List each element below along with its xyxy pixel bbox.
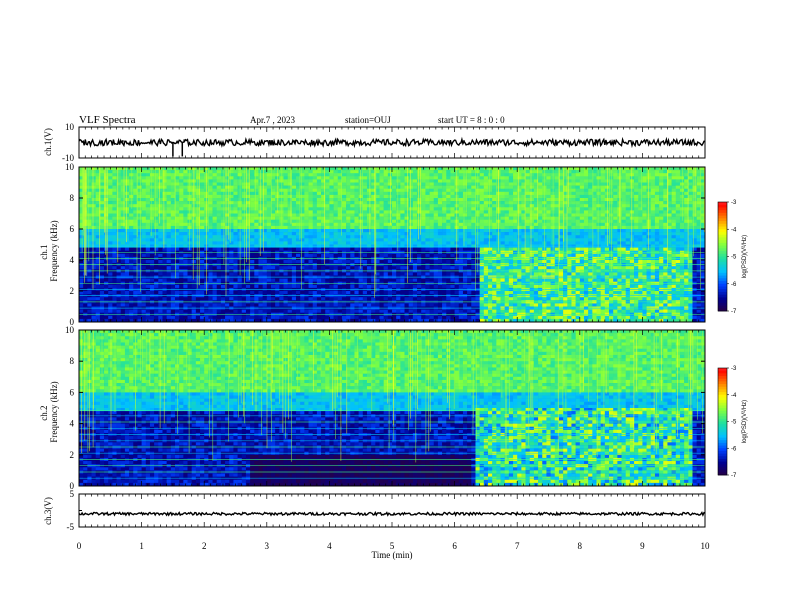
ch1-colorbar-tick--7: -7 [731,309,737,315]
ch3-waveform-panel: ch.3(V) 5 -5 [43,489,706,532]
ch1-spec-ytick-4: 4 [70,255,75,265]
ch1-waveform-ylabel: ch.1(V) [43,128,53,156]
ch2-spec-ylabel-freq: Frequency (kHz) [49,381,59,442]
ch1-spectrogram-panel: 0 2 4 6 8 10 ch.1 Frequency (kHz) -3 -4 -5 -6 -7 l… [39,162,748,327]
ch2-spectrogram-panel: 0 2 4 6 8 10 ch.2 Frequency (kHz) -3 -4 -5 -6 -7 l… [39,325,748,491]
ch2-colorbar-tick--3: -3 [731,366,737,372]
start-ut-label: start UT = 8 : 0 : 0 [438,115,505,125]
ch2-spec-ytick-6: 6 [70,387,75,397]
ch3-ytick--5: -5 [67,522,75,532]
time-tick-8: 8 [578,541,583,551]
station-label: station=OUJ [345,115,391,125]
ch1-colorbar-tick--5: -5 [731,255,737,261]
ch1-spec-ylabel-channel: ch.1 [39,245,49,260]
ch1-spec-ytick-10: 10 [65,162,75,172]
ch1-colorbar-tick--6: -6 [731,282,737,288]
ch2-colorbar-label: log(PSD)(V²/Hz) [742,400,748,443]
ch1-colorbar-tick--3: -3 [731,200,737,206]
ch1-spec-ytick-6: 6 [70,224,75,234]
time-tick-6: 6 [452,541,457,551]
ch1-colorbar-label: log(PSD)(V²/Hz) [742,235,748,278]
ch2-spec-ytick-0: 0 [70,481,75,491]
ch1-colorbar-tick--4: -4 [731,227,737,233]
ch3-waveform-trace [78,510,706,517]
ch2-colorbar-tick--5: -5 [731,420,737,426]
time-axis: 0 1 2 3 4 5 6 7 8 9 10 [77,127,710,551]
figure-title: VLF Spectra [79,114,136,126]
time-tick-5: 5 [390,541,395,551]
ch1-spec-ytick-2: 2 [70,286,75,296]
time-tick-2: 2 [202,541,207,551]
ch1-spec-ylabel-freq: Frequency (kHz) [49,220,59,281]
ch1-colorbar: -3 -4 -5 -6 -7 log(PSD)(V²/Hz) [717,200,748,315]
waveform-traces [78,136,706,517]
ch1-spec-ytick-8: 8 [70,193,75,203]
time-tick-3: 3 [265,541,270,551]
ch2-spec-ytick-8: 8 [70,356,75,366]
time-tick-10: 10 [701,541,711,551]
ch2-spectrogram-image [79,330,706,487]
ch2-colorbar-tick--4: -4 [731,393,737,399]
time-tick-4: 4 [327,541,332,551]
ch2-colorbar-tick--7: -7 [731,473,737,479]
ch2-spec-ylabel-channel: ch.2 [39,406,49,421]
time-tick-7: 7 [515,541,520,551]
ch2-spec-ytick-2: 2 [70,450,75,460]
ch2-spec-ytick-10: 10 [65,325,75,335]
ch2-spec-ytick-4: 4 [70,419,75,429]
ch1-spectrogram-image [79,167,706,323]
time-axis-label: Time (min) [372,550,413,560]
time-tick-0: 0 [77,541,82,551]
ch1-spec-ytick-0: 0 [70,317,75,327]
date-label: Apr.7 , 2023 [250,115,296,125]
time-tick-1: 1 [139,541,144,551]
ch2-colorbar: -3 -4 -5 -6 -7 log(PSD)(V²/Hz) [717,366,748,479]
ch3-ytick-5: 5 [70,489,75,499]
ch1-waveform-trace [78,136,706,149]
time-tick-9: 9 [640,541,645,551]
ch3-waveform-ylabel: ch.3(V) [43,497,53,525]
ch1-ytick-bottom: -10 [62,153,74,163]
ch2-colorbar-tick--6: -6 [731,446,737,452]
ch1-ytick-top: 10 [65,122,75,132]
